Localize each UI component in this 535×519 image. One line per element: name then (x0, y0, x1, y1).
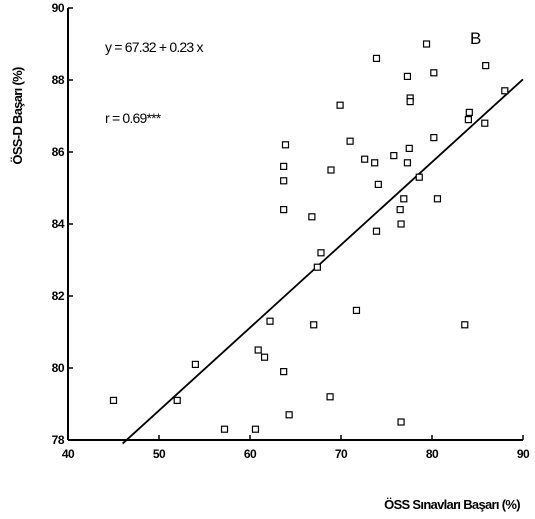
data-point (327, 166, 335, 174)
data-point (501, 87, 509, 95)
data-point (254, 346, 262, 354)
data-point (372, 54, 381, 63)
y-tick-label: 84 (52, 217, 65, 231)
panel-label: B (470, 29, 481, 48)
x-tick-label: 70 (335, 447, 348, 461)
data-point (397, 418, 405, 426)
data-point (430, 69, 438, 77)
data-point (403, 159, 412, 167)
data-point (317, 249, 325, 257)
ticks: 40 50 60 70 80 90 78 80 82 84 86 88 90 (52, 1, 531, 461)
y-tick-label: 80 (52, 361, 65, 375)
data-point (400, 195, 408, 203)
data-point (390, 152, 398, 160)
data-point (430, 134, 438, 142)
y-tick-label: 78 (52, 433, 65, 447)
data-point (280, 162, 288, 170)
y-tick-label: 88 (52, 73, 65, 87)
y-tick-label: 86 (52, 145, 65, 159)
data-point (406, 97, 414, 106)
data-point (433, 195, 442, 203)
data-point (280, 177, 288, 185)
data-point (191, 360, 199, 368)
data-point (260, 353, 269, 361)
data-point (336, 101, 344, 109)
data-point (482, 61, 490, 70)
data-point (372, 227, 381, 235)
x-tick-label: 90 (517, 447, 530, 461)
data-point (397, 220, 405, 228)
data-point (415, 173, 423, 181)
data-point (280, 206, 288, 214)
y-axis-title: ÖSS-D Başarı (%) (10, 67, 25, 165)
data-point (173, 396, 181, 404)
data-point (326, 393, 334, 401)
data-point (403, 72, 412, 81)
x-tick-label: 50 (153, 447, 166, 461)
data-point (346, 137, 354, 145)
data-point (266, 317, 274, 325)
data-point (280, 368, 288, 376)
data-point (481, 119, 489, 127)
data-point (461, 321, 469, 329)
data-points (109, 40, 509, 433)
y-tick-label: 90 (52, 1, 65, 15)
data-point (374, 180, 382, 188)
data-point (371, 159, 379, 167)
data-point (405, 144, 413, 152)
data-point (361, 155, 369, 163)
x-tick-label: 80 (426, 447, 439, 461)
y-tick-label: 82 (52, 289, 65, 303)
data-point (310, 321, 318, 329)
regression-line (121, 78, 524, 445)
axes (67, 8, 523, 441)
x-tick-label: 60 (244, 447, 257, 461)
data-point (422, 40, 431, 48)
x-axis-title: ÖSS Sınavları Başarı (%) (384, 497, 520, 512)
data-point (308, 213, 316, 221)
data-point (220, 425, 229, 433)
data-point (352, 306, 361, 314)
data-point (281, 141, 290, 149)
x-tick-label: 40 (62, 447, 75, 461)
data-point (313, 263, 321, 271)
data-point (465, 108, 473, 117)
data-point (285, 411, 293, 419)
data-point (109, 396, 118, 404)
data-point (464, 115, 472, 124)
correlation-annotation: r = 0.69*** (105, 110, 162, 126)
regression-line-group (121, 78, 524, 445)
data-point (251, 425, 260, 433)
labels: ÖSS-D Başarı (%) ÖSS Sınavları Başarı (%… (10, 29, 521, 512)
equation-annotation: y = 67.32 + 0.23 x (105, 39, 203, 55)
data-point (396, 206, 404, 214)
